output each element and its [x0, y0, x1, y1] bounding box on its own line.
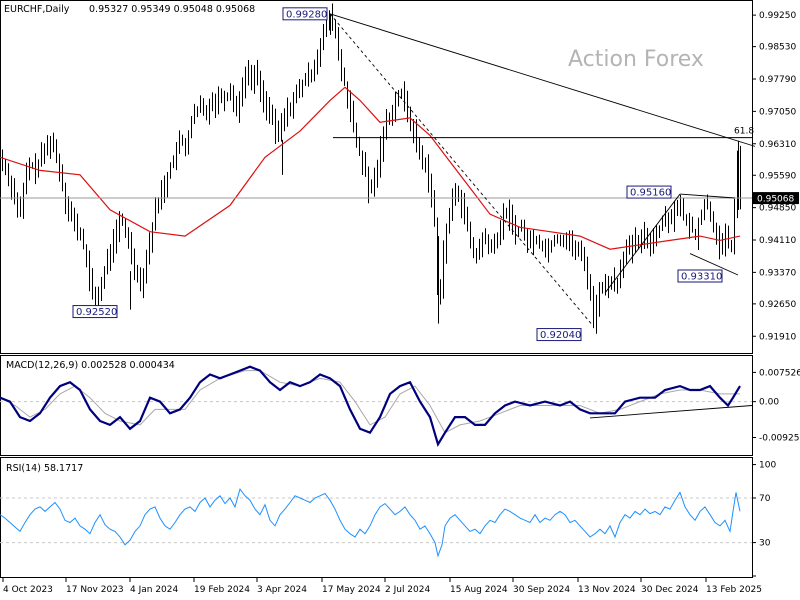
rsi-tick-label: 70 — [759, 494, 771, 504]
price-label-box — [72, 305, 118, 319]
date-label: 30 Dec 2024 — [641, 585, 699, 595]
price-tick-label: 0.94110 — [759, 236, 796, 246]
price-label: 0.92040 — [540, 330, 581, 341]
date-label: 2 Jul 2024 — [385, 585, 430, 595]
date-label: 17 Nov 2023 — [66, 585, 124, 595]
macd-series — [0, 365, 753, 448]
rsi-title: RSI(14) 58.1717 — [6, 463, 83, 474]
macd-tick-label: 0.007526 — [759, 368, 800, 378]
price-label: 0.92520 — [76, 307, 117, 318]
price-label: 0.93310 — [681, 272, 722, 283]
date-label: 3 Apr 2024 — [257, 585, 307, 595]
date-label: 17 May 2024 — [322, 585, 381, 595]
macd-axis: 0.007526 0.00 -0.009252 — [752, 368, 800, 444]
date-label: 30 Sep 2024 — [513, 585, 570, 595]
trendline — [329, 13, 756, 147]
price-tick-label: 0.97790 — [759, 75, 796, 85]
rsi-tick-label: 100 — [759, 461, 776, 471]
current-price-label: 0.95068 — [757, 195, 794, 205]
macd-trendline — [589, 405, 753, 419]
price-label-box — [677, 269, 723, 283]
trendline — [329, 13, 594, 327]
price-tick-label: 0.95590 — [759, 171, 796, 181]
header-ohlc: 0.95327 0.95349 0.95048 0.95068 — [89, 4, 255, 15]
price-tick-label: 0.98530 — [759, 43, 796, 53]
date-label: 13 Nov 2024 — [578, 585, 636, 595]
macd-panel — [0, 355, 753, 456]
rsi-line — [0, 487, 741, 558]
price-tick-label: 0.99250 — [759, 11, 796, 21]
trendline — [604, 193, 681, 294]
price-tick-label: 0.97050 — [759, 107, 796, 117]
price-tick-label: 0.94850 — [759, 204, 796, 214]
date-label: 19 Feb 2024 — [194, 585, 250, 595]
moving-average — [0, 86, 741, 250]
trendline — [689, 253, 739, 276]
price-label-box — [282, 7, 328, 21]
price-label-box — [626, 185, 672, 199]
rsi-axis: 100 70 30 — [752, 461, 776, 577]
price-panel — [0, 0, 753, 354]
macd-line — [0, 365, 741, 448]
price-annotations: 0.99280 0.92520 0.92040 0.95160 0.93310 61.8 — [72, 7, 754, 342]
macd-tick-label: -0.009252 — [759, 434, 800, 444]
chart-header: EURCHF,Daily 0.95327 0.95349 0.95048 0.9… — [4, 4, 255, 15]
rsi-series — [0, 487, 752, 558]
trendline — [679, 193, 736, 199]
rsi-tick-label: 30 — [759, 539, 771, 549]
rsi-panel — [0, 457, 753, 578]
price-label-box — [536, 328, 582, 342]
date-axis: 4 Oct 2023 17 Nov 2023 4 Jan 2024 19 Feb 20… — [2, 578, 762, 595]
date-label: 13 Feb 2025 — [706, 585, 762, 595]
price-candles — [2, 3, 741, 334]
fib-level-label: 61.8 — [734, 127, 754, 137]
price-tick-label: 0.93370 — [759, 268, 796, 278]
macd-tick-label: 0.00 — [759, 398, 779, 408]
price-axis: 0.99250 0.98530 0.97790 0.97050 0.96310 0.955… — [752, 11, 799, 342]
macd-label: MACD(12,26,9) 0.002528 0.000434 — [6, 360, 175, 371]
date-label: 4 Oct 2023 — [3, 585, 53, 595]
date-label: 4 Jan 2024 — [130, 585, 178, 595]
price-label: 0.99280 — [286, 9, 327, 20]
ma-line — [0, 86, 741, 250]
price-tick-label: 0.92650 — [759, 300, 796, 310]
macd-title: MACD(12,26,9) 0.002528 0.000434 — [6, 360, 175, 371]
header-symbol: EURCHF,Daily — [4, 4, 70, 15]
price-tick-label: 0.91910 — [759, 332, 796, 342]
date-label: 15 Aug 2024 — [450, 585, 508, 595]
current-price-box — [753, 192, 799, 205]
watermark: Action Forex — [568, 47, 704, 72]
price-tick-label: 0.96310 — [759, 140, 796, 150]
rsi-label: RSI(14) 58.1717 — [6, 463, 83, 474]
price-label: 0.95160 — [630, 188, 671, 199]
